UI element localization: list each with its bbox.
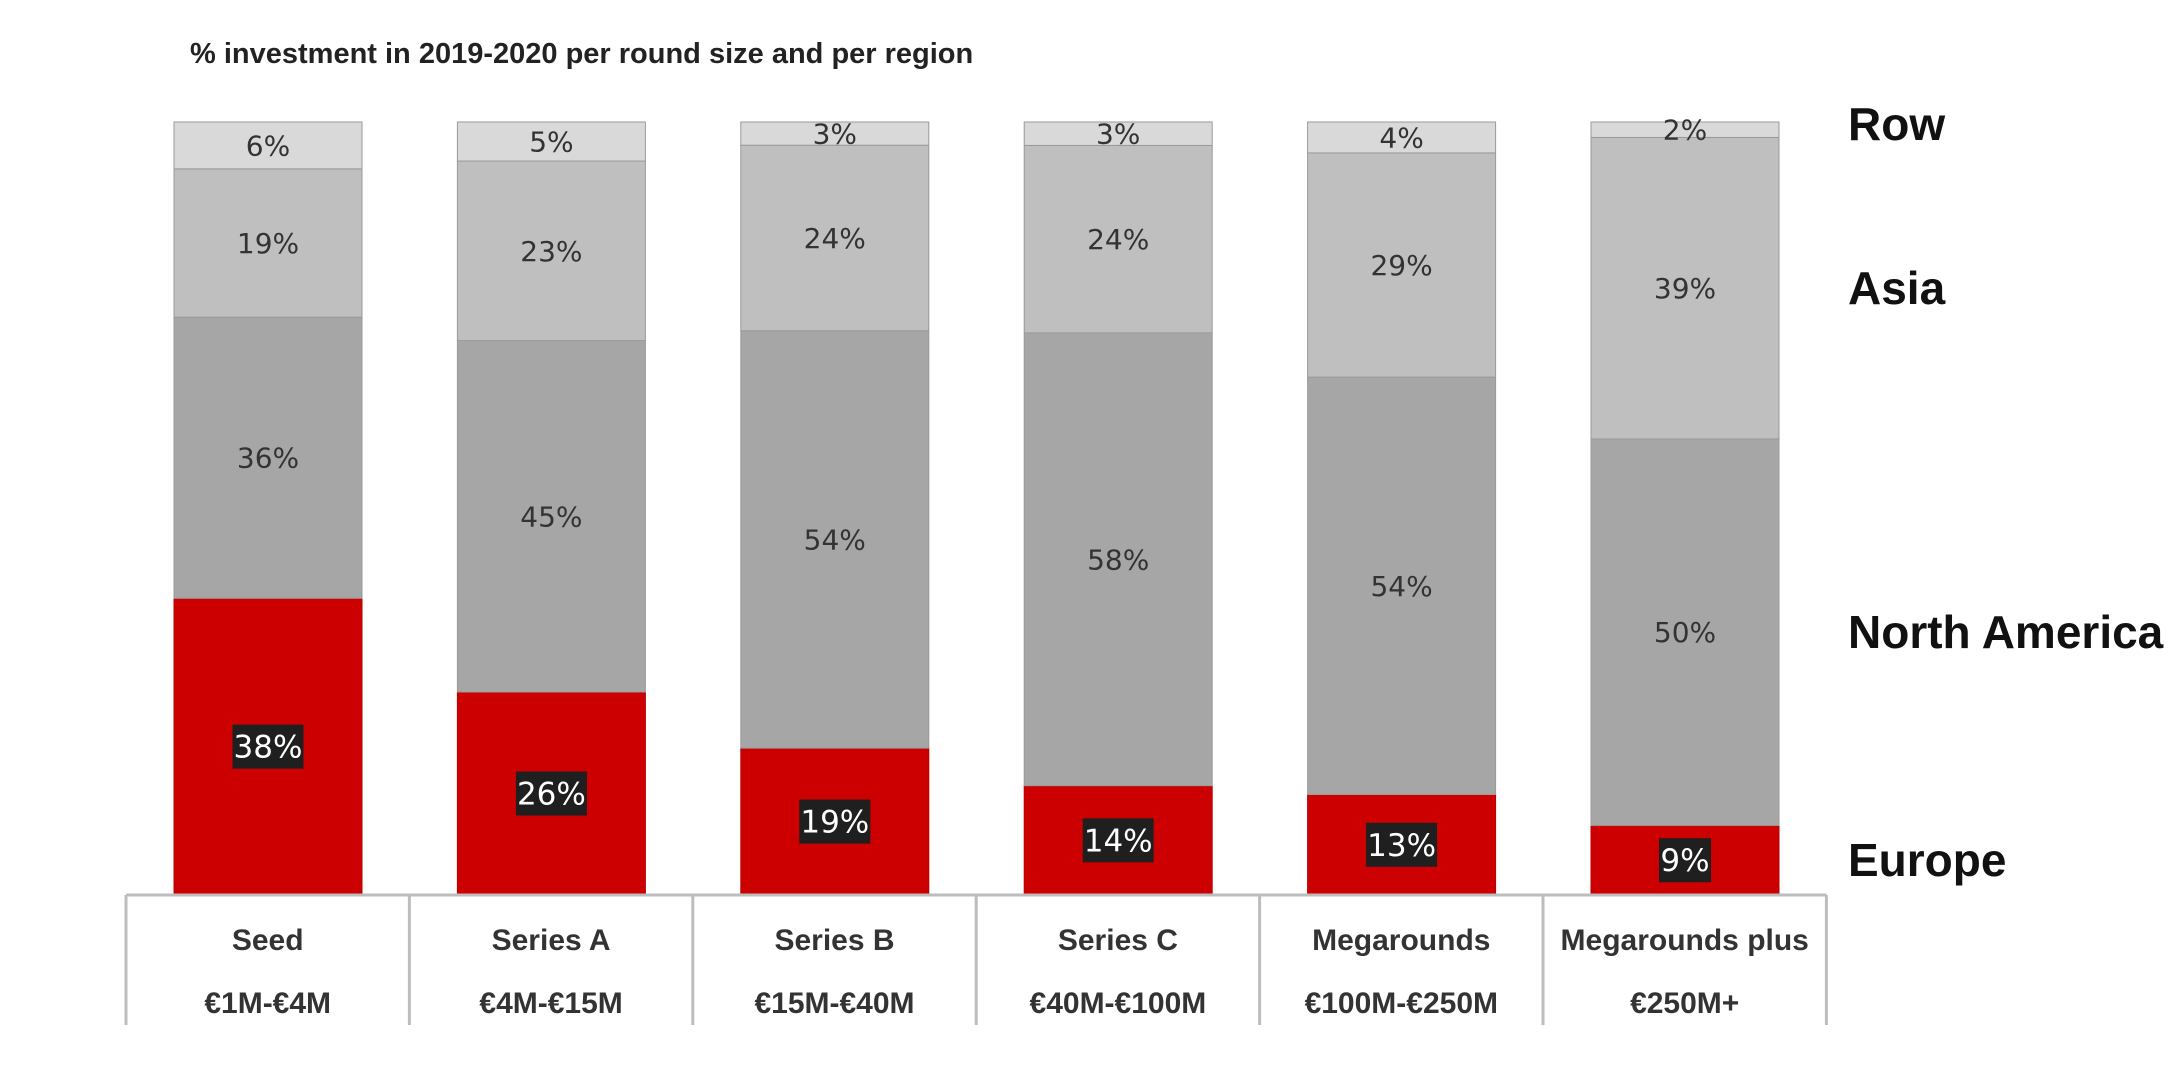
category-range-label: €100M-€250M	[1305, 987, 1498, 1020]
data-label-north-america: 54%	[804, 523, 866, 556]
data-label-europe: 13%	[1367, 828, 1436, 864]
data-label-row: 5%	[529, 126, 573, 159]
category-label: Megarounds	[1312, 924, 1490, 957]
data-label-europe: 38%	[234, 730, 303, 766]
category-label: Megarounds plus	[1561, 924, 1809, 957]
bar-asia-series-a	[456, 160, 646, 342]
bar-north-america-series-b	[740, 330, 930, 749]
data-label-asia: 24%	[804, 222, 866, 255]
bar-row-series-b	[740, 121, 930, 146]
bar-europe-megarounds-plus	[1590, 824, 1780, 896]
chart-title: % investment in 2019-2020 per round size…	[190, 38, 973, 70]
category-label: Series A	[492, 924, 611, 957]
data-label-asia: 19%	[237, 227, 299, 260]
data-label-europe: 19%	[800, 805, 869, 841]
europe-label-box	[799, 799, 871, 844]
category-label: Series C	[1058, 924, 1178, 957]
europe-label-box	[232, 724, 304, 769]
europe-label-box	[1659, 838, 1711, 883]
data-label-europe: 14%	[1084, 823, 1153, 859]
category-table: Seed €1M-€4M Series A €4M-€15M Series B €15M-…	[124, 893, 1828, 1025]
bar-row-series-a	[456, 121, 646, 162]
data-label-row: 3%	[1096, 118, 1140, 151]
data-label-europe: 9%	[1660, 843, 1709, 879]
data-label-north-america: 54%	[1370, 570, 1432, 603]
data-label-europe: 26%	[517, 776, 586, 812]
legend-item-asia: Asia	[1848, 262, 1946, 314]
data-label-row: 6%	[246, 129, 290, 162]
bar-asia-series-b	[740, 144, 930, 332]
data-label-north-america: 36%	[237, 442, 299, 475]
category-range-label: €250M+	[1630, 987, 1739, 1020]
legend: Europe North America Asia Row	[1848, 98, 2164, 886]
bar-asia-series-c	[1023, 144, 1213, 334]
data-label-north-america: 50%	[1654, 616, 1716, 649]
bar-north-america-series-c	[1023, 332, 1213, 787]
data-label-asia: 39%	[1654, 272, 1716, 305]
legend-item-north-america: North America	[1848, 606, 2164, 658]
data-label-asia: 23%	[520, 235, 582, 268]
data-label-north-america: 58%	[1087, 543, 1149, 576]
category-range-label: €40M-€100M	[1030, 987, 1207, 1020]
category-label: Series B	[774, 924, 894, 957]
legend-item-row: Row	[1848, 98, 1945, 150]
bar-north-america-seed	[173, 316, 363, 599]
europe-label-box	[1366, 822, 1438, 867]
data-labels-group: 38% 36% 19% 6% 26% 45% 23% 5% 19% 54% 24% 3% 14% 58% 2…	[232, 114, 1716, 883]
data-label-asia: 24%	[1087, 223, 1149, 256]
europe-label-box	[1082, 818, 1154, 863]
data-label-north-america: 45%	[520, 500, 582, 533]
bar-asia-megarounds	[1307, 152, 1497, 378]
bar-north-america-megarounds	[1307, 376, 1497, 796]
data-label-row: 2%	[1663, 114, 1707, 147]
bar-row-megarounds-plus	[1590, 121, 1780, 138]
data-label-row: 3%	[813, 118, 857, 151]
data-label-row: 4%	[1379, 121, 1423, 154]
category-range-label: €15M-€40M	[754, 987, 914, 1020]
bar-asia-megarounds-plus	[1590, 136, 1780, 440]
europe-label-box	[515, 771, 587, 816]
bar-row-megarounds	[1307, 121, 1497, 154]
bars-group	[173, 121, 1780, 896]
bar-row-series-c	[1023, 121, 1213, 146]
bar-row-seed	[173, 121, 363, 170]
category-range-label: €1M-€4M	[204, 987, 331, 1020]
bar-north-america-series-a	[456, 340, 646, 693]
bar-north-america-megarounds-plus	[1590, 438, 1780, 826]
legend-item-europe: Europe	[1848, 834, 2006, 886]
category-label: Seed	[232, 924, 304, 957]
category-range-label: €4M-€15M	[479, 987, 622, 1020]
data-label-asia: 29%	[1370, 249, 1432, 282]
